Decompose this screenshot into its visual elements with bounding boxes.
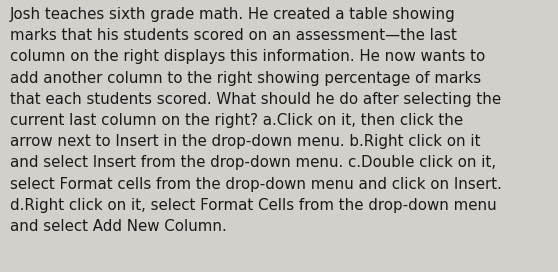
Text: Josh teaches sixth grade math. He created a table showing
marks that his student: Josh teaches sixth grade math. He create… [10, 7, 502, 234]
